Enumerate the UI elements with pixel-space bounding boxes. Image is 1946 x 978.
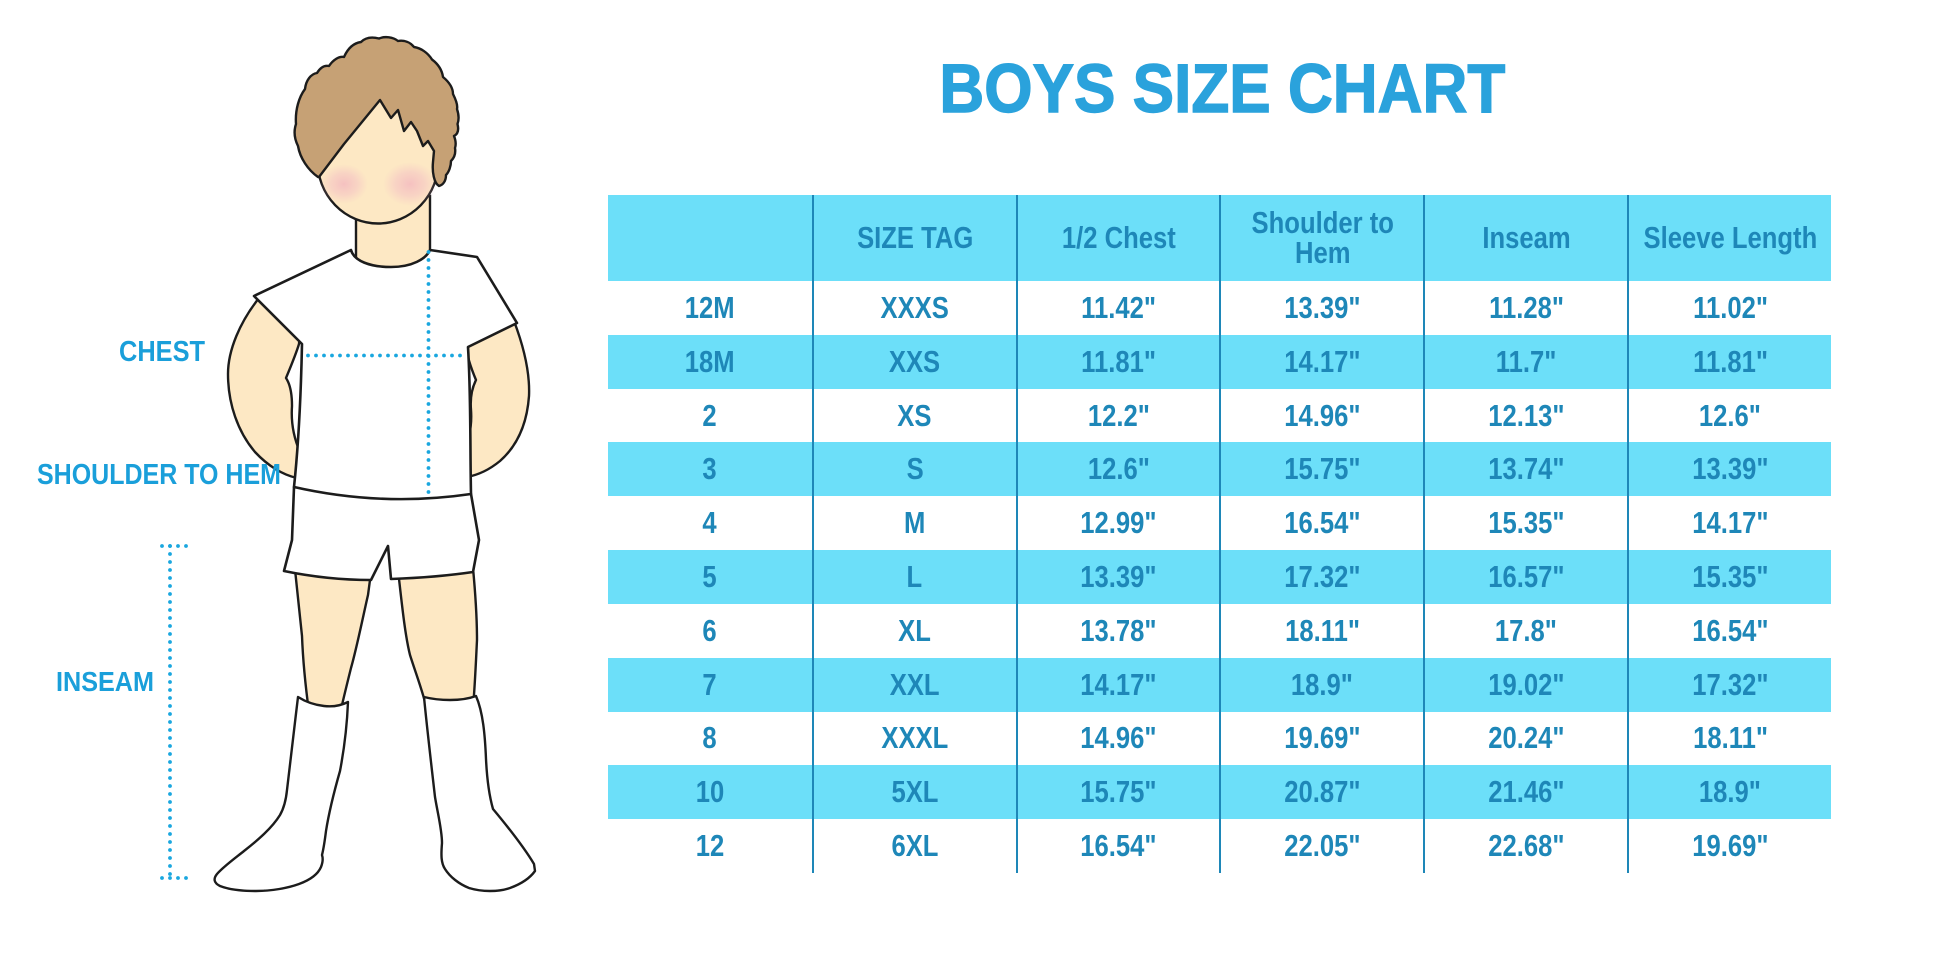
- svg-text:INSEAM: INSEAM: [56, 666, 154, 697]
- svg-text:CHEST: CHEST: [119, 336, 205, 368]
- svg-text:SHOULDER TO HEM: SHOULDER TO HEM: [37, 459, 281, 491]
